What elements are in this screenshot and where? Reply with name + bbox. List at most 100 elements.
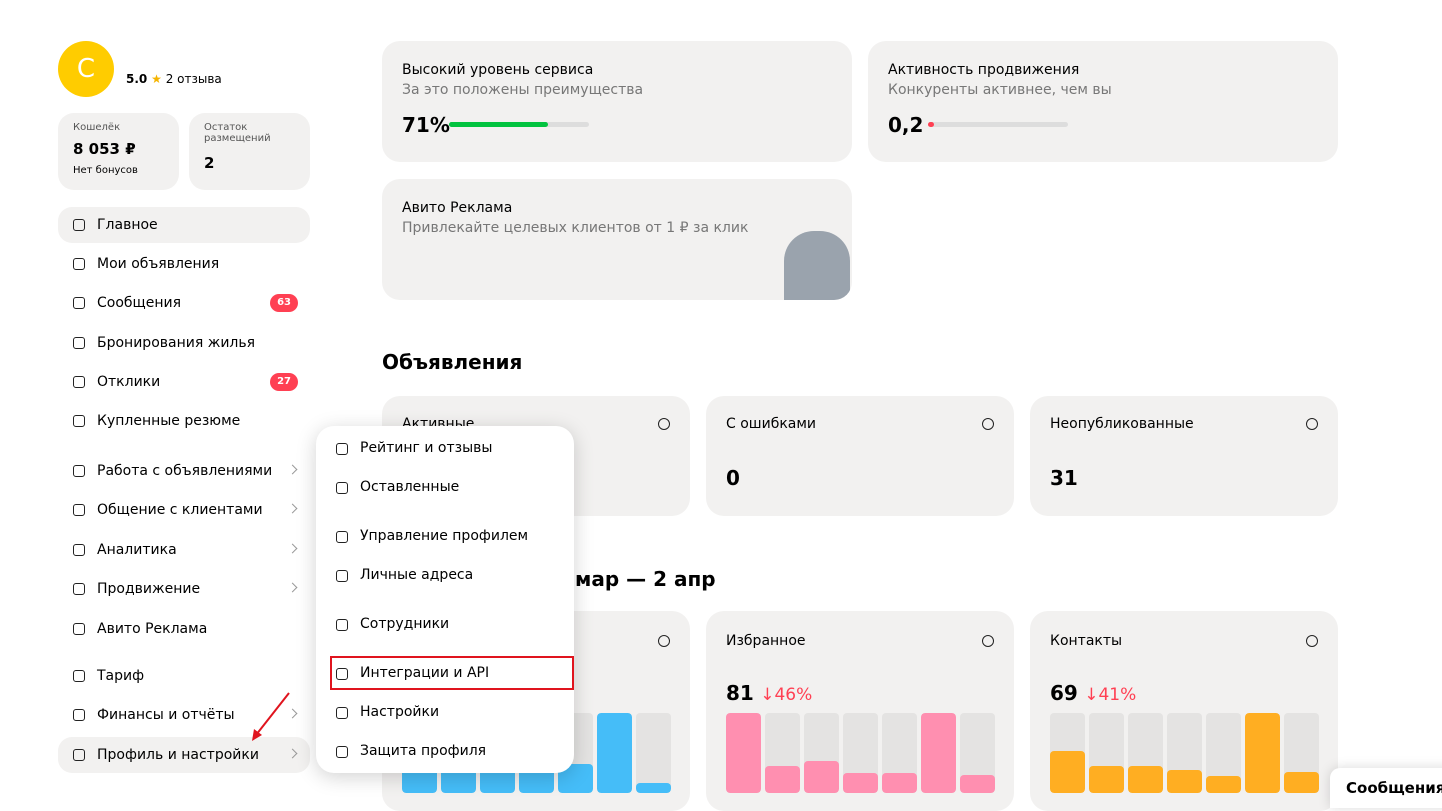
ad-card[interactable]: Авито Реклама Привлекайте целевых клиент… [382, 179, 852, 300]
nav-item[interactable]: Продвижение [58, 571, 310, 607]
card-label: Неопубликованные [1050, 416, 1194, 432]
card-label: С ошибками [726, 416, 817, 432]
nav-label: Авито Реклама [97, 621, 208, 637]
nav-label: Профиль и настройки [97, 747, 259, 763]
icon [73, 415, 85, 427]
icon [336, 746, 348, 758]
bar-track [843, 713, 878, 793]
card-subtitle: За это положены преимущества [402, 82, 644, 98]
icon [73, 749, 85, 761]
icon [73, 623, 85, 635]
bar [519, 769, 554, 793]
icon [982, 635, 994, 647]
bar [1167, 769, 1202, 793]
nav-item[interactable]: Мои объявления [58, 246, 310, 282]
icon [73, 258, 85, 270]
menu-item[interactable]: Оставленные [330, 471, 573, 503]
menu-label: Оставленные [360, 479, 460, 495]
chevron [287, 503, 298, 514]
card-subtitle: Привлекайте целевых клиентов от 1 ₽ за к… [402, 220, 749, 236]
icon [658, 418, 670, 430]
menu-item[interactable]: Защита профиля [330, 735, 573, 767]
avatar[interactable]: С [58, 41, 114, 97]
bar [1206, 776, 1241, 793]
highlight-box [330, 656, 574, 690]
menu-label: Личные адреса [360, 567, 474, 583]
menu-label: Интеграции и API [360, 665, 490, 681]
stat-value: 69 [1050, 681, 1078, 705]
nav-item[interactable]: Отклики 27 [58, 364, 310, 400]
reviews[interactable]: 2 отзыва [165, 72, 222, 86]
nav-item[interactable]: Бронирования жилья [58, 325, 310, 361]
icon [73, 670, 85, 682]
icon [658, 635, 670, 647]
service-card[interactable]: Высокий уровень сервиса За это положены … [382, 41, 852, 162]
menu-item[interactable]: Интеграции и API [330, 657, 573, 689]
bar-track [636, 713, 671, 793]
bar-track [960, 713, 995, 793]
stats-card[interactable]: Контакты 69 ↓41% [1030, 611, 1338, 811]
menu-item[interactable]: Личные адреса [330, 559, 573, 591]
star: ★ [151, 72, 162, 86]
icon [1306, 635, 1318, 647]
bar [882, 773, 917, 793]
icon [73, 337, 85, 349]
icon [73, 504, 85, 516]
icon [73, 544, 85, 556]
progress-fill [449, 122, 549, 127]
nav-item[interactable]: Главное [58, 207, 310, 243]
profile-menu [316, 426, 574, 773]
bar [765, 765, 800, 793]
annotation-arrow [252, 692, 290, 741]
nav-item[interactable]: Работа с объявлениями [58, 453, 310, 489]
card-title: Авито Реклама [402, 200, 513, 216]
bar [960, 775, 995, 793]
bar-track [1128, 713, 1163, 793]
nav-item[interactable]: Сообщения 63 [58, 285, 310, 321]
bar [843, 773, 878, 793]
nav-item[interactable]: Аналитика [58, 532, 310, 568]
icon [336, 482, 348, 494]
bar [921, 713, 956, 793]
menu-item[interactable]: Сотрудники [330, 608, 573, 640]
chevron [287, 543, 298, 554]
wallet-bonus: Нет бонусов [73, 165, 138, 176]
bar [726, 713, 761, 793]
icon [982, 418, 994, 430]
listing-card[interactable]: С ошибками 0 [706, 396, 1014, 516]
menu-item[interactable]: Рейтинг и отзывы [330, 432, 573, 464]
nav-item[interactable]: Авито Реклама [58, 611, 310, 647]
nav-item[interactable]: Профиль и настройки [58, 737, 310, 773]
cat-illustration [784, 231, 850, 300]
chevron [287, 748, 298, 759]
nav-label: Аналитика [97, 542, 177, 558]
nav-item[interactable]: Общение с клиентами [58, 492, 310, 528]
placements-card[interactable]: Остаток размещений 2 [189, 113, 310, 190]
icon [336, 443, 348, 455]
section-title: Объявления [382, 350, 523, 374]
listing-card[interactable]: Неопубликованные 31 [1030, 396, 1338, 516]
bar [636, 783, 671, 793]
wallet-card[interactable]: Кошелёк 8 053 ₽ Нет бонусов [58, 113, 179, 190]
icon [73, 219, 85, 231]
menu-item[interactable]: Настройки [330, 696, 573, 728]
chat-tab-label: Сообщения [1346, 779, 1442, 797]
progress-track [449, 122, 589, 127]
service-value: 71% [402, 113, 450, 137]
nav-item[interactable]: Купленные резюме [58, 403, 310, 439]
nav-label: Продвижение [97, 581, 201, 597]
nav-label: Тариф [97, 668, 145, 684]
nav-label: Мои объявления [97, 256, 220, 272]
bar-track [1167, 713, 1202, 793]
nav-item[interactable]: Финансы и отчёты [58, 697, 310, 733]
placements-label: Остаток размещений [204, 122, 271, 144]
icon [73, 376, 85, 388]
chat-tab[interactable]: Сообщения [1330, 768, 1442, 808]
menu-item[interactable]: Управление профилем [330, 520, 573, 552]
stats-card[interactable]: Избранное 81 ↓46% [706, 611, 1014, 811]
icon [336, 668, 348, 680]
bar [402, 769, 437, 793]
promotion-card[interactable]: Активность продвижения Конкуренты активн… [868, 41, 1338, 162]
nav-item[interactable]: Тариф [58, 658, 310, 694]
bar-track [804, 713, 839, 793]
